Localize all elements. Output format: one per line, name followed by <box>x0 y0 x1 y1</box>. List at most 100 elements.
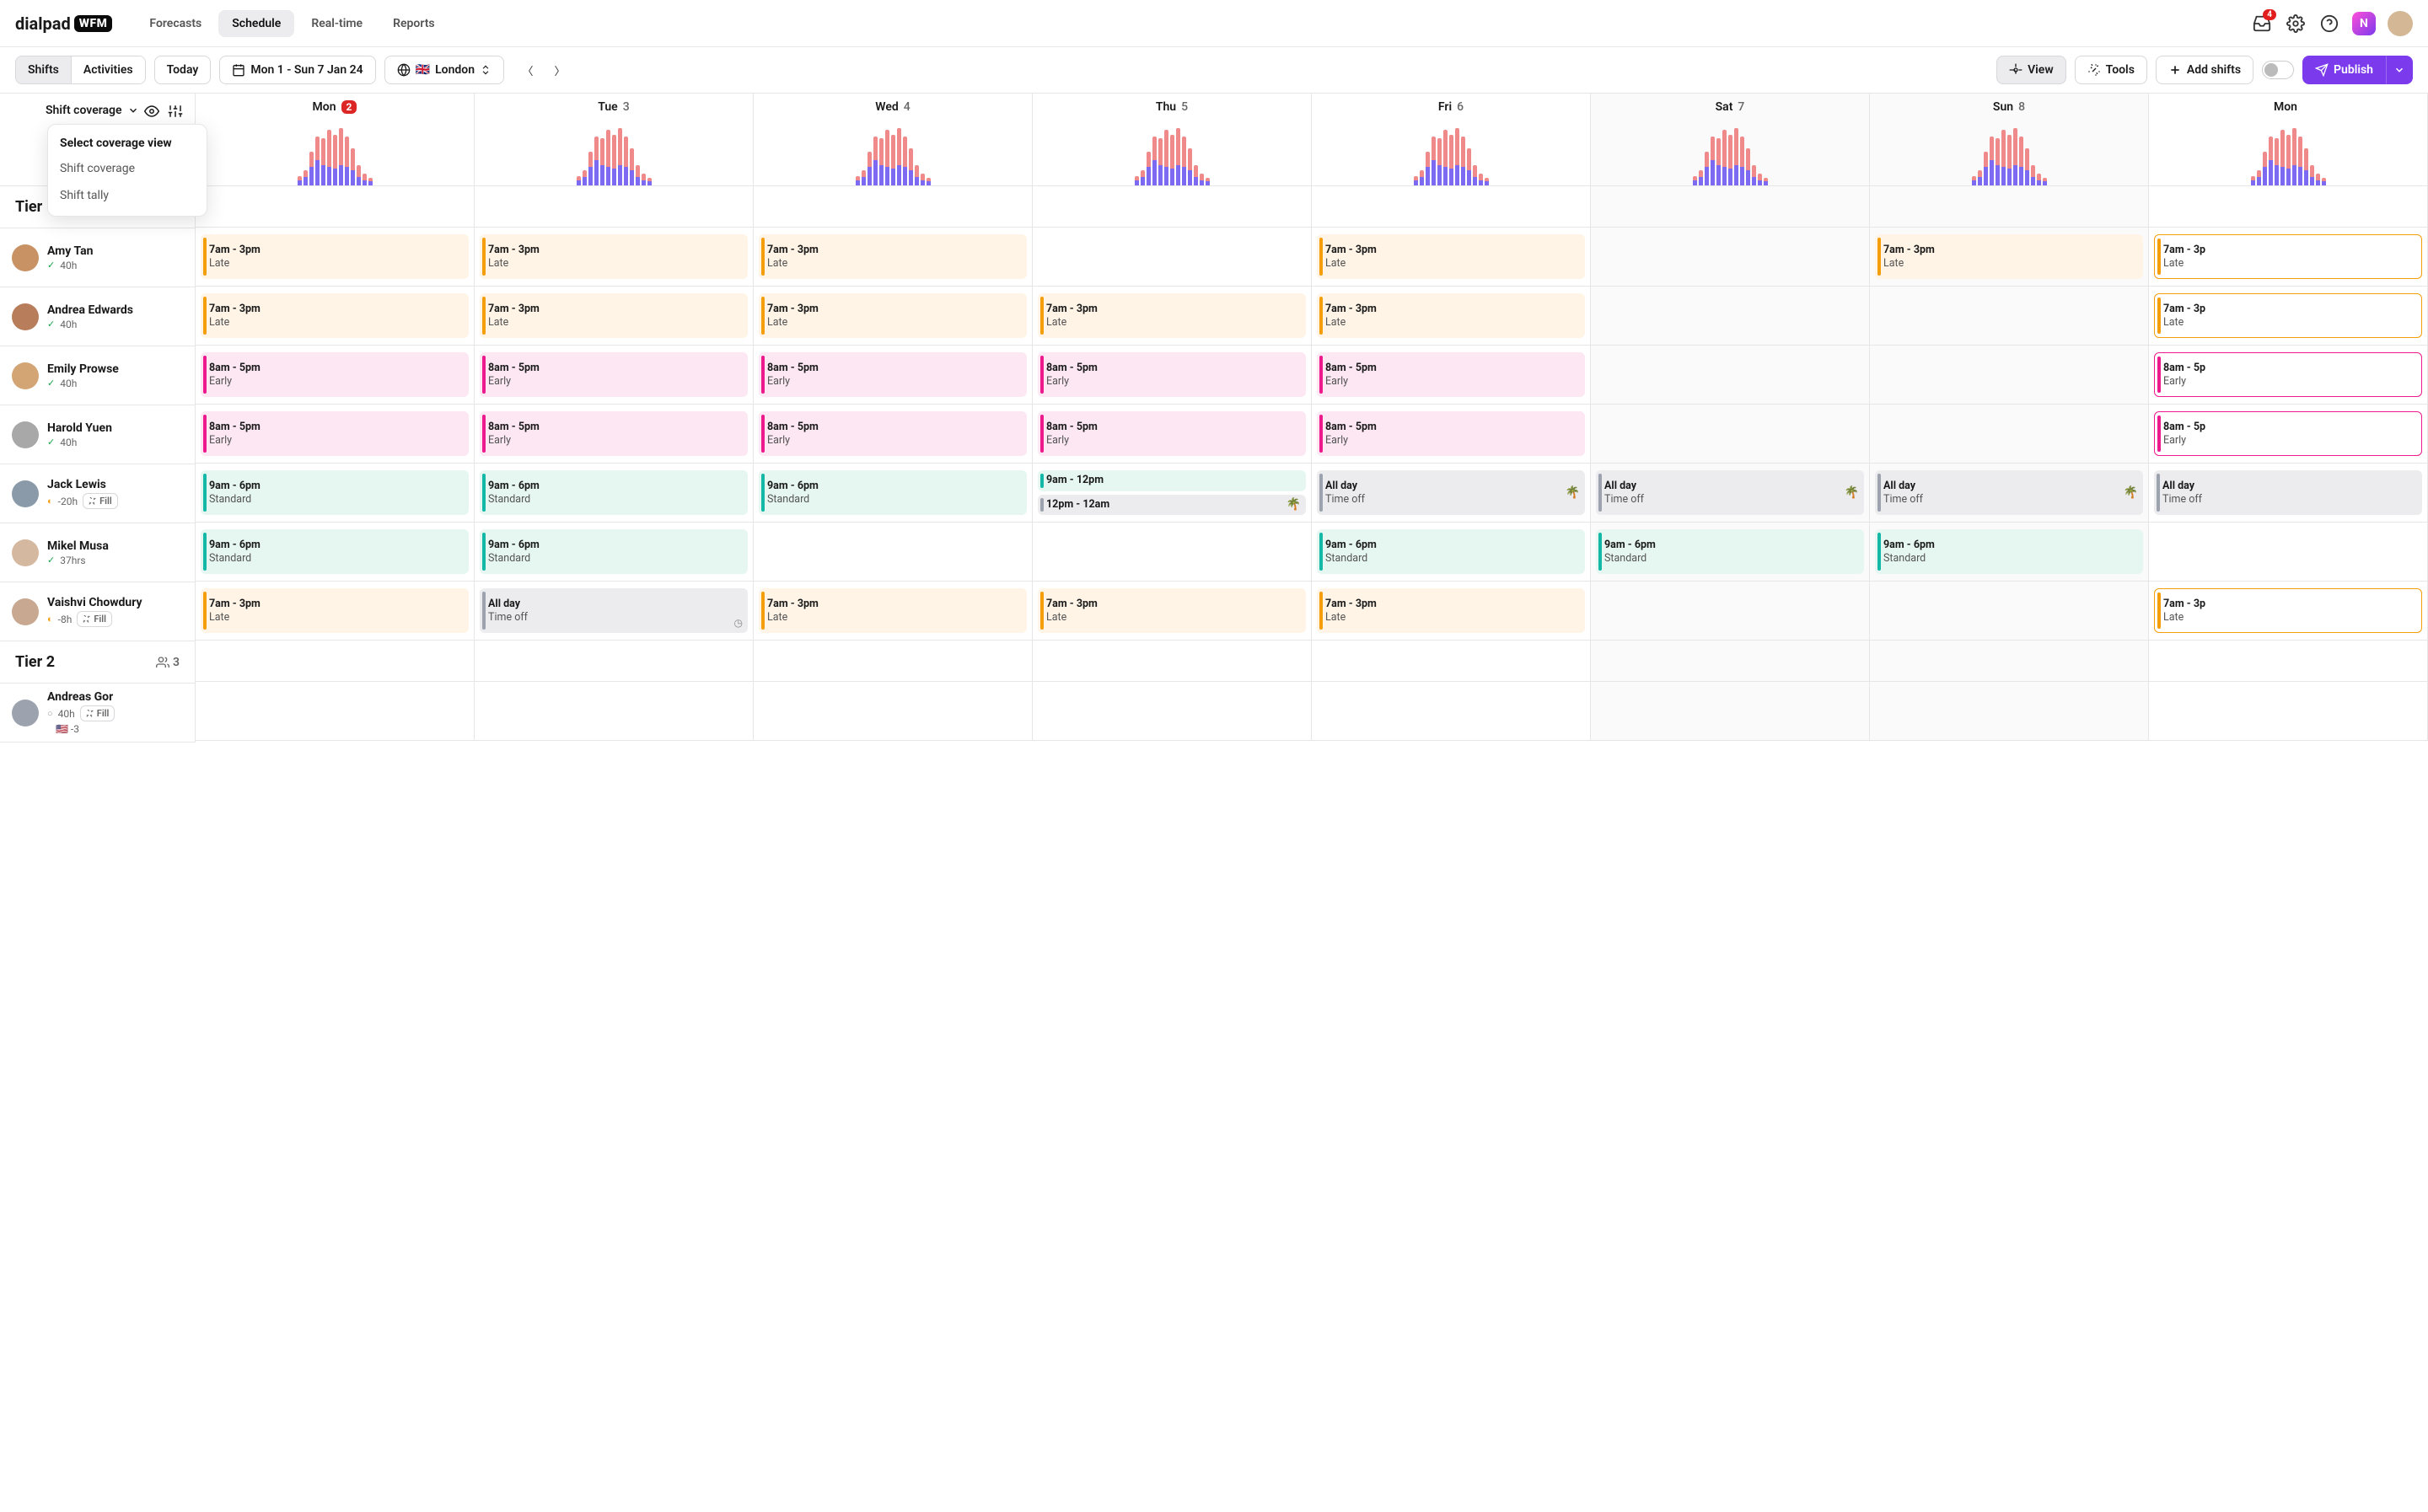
shift-block[interactable]: 7am - 3pmLate <box>1875 234 2143 279</box>
shift-block[interactable]: All dayTime off🌴 <box>1596 470 1864 515</box>
schedule-cell[interactable]: 9am - 6pmStandard <box>475 523 753 582</box>
schedule-cell[interactable]: 8am - 5pmEarly <box>1033 405 1311 464</box>
schedule-cell[interactable] <box>1870 582 2148 641</box>
schedule-cell[interactable]: 8am - 5pmEarly <box>475 405 753 464</box>
publish-dropdown[interactable] <box>2386 56 2413 84</box>
nav-tab-reports[interactable]: Reports <box>379 10 449 37</box>
tools-button[interactable]: Tools <box>2075 56 2147 84</box>
schedule-cell[interactable]: 8am - 5pmEarly <box>754 346 1032 405</box>
shift-block[interactable]: All dayTime off🌴 <box>1317 470 1585 515</box>
logo[interactable]: dialpad WFM <box>15 13 112 34</box>
agent-row[interactable]: Andreas Gor ○40hFill 🇺🇸 -3 <box>0 684 195 743</box>
add-shifts-button[interactable]: Add shifts <box>2156 56 2253 84</box>
shift-block[interactable]: 8am - 5pEarly <box>2154 352 2422 397</box>
inbox-icon[interactable]: 4 <box>2251 13 2273 35</box>
schedule-cell[interactable] <box>1591 228 1869 287</box>
schedule-cell[interactable]: 9am - 6pmStandard <box>196 523 474 582</box>
schedule-cell[interactable]: 7am - 3pmLate <box>1312 228 1590 287</box>
schedule-cell[interactable]: 7am - 3pmLate <box>475 287 753 346</box>
shift-block[interactable]: 7am - 3pmLate <box>201 293 469 338</box>
schedule-cell[interactable]: 9am - 6pmStandard <box>475 464 753 523</box>
shift-block[interactable]: 7am - 3pmLate <box>1317 588 1585 633</box>
schedule-cell[interactable]: 8am - 5pEarly <box>2149 346 2427 405</box>
shift-block[interactable]: 9am - 6pmStandard <box>201 529 469 574</box>
agent-row[interactable]: Harold Yuen ✓40h <box>0 405 195 464</box>
shift-block[interactable]: 8am - 5pmEarly <box>759 411 1027 456</box>
shift-block[interactable]: All dayTime off <box>2154 470 2422 515</box>
schedule-cell[interactable]: 7am - 3pLate <box>2149 228 2427 287</box>
schedule-cell[interactable] <box>1591 287 1869 346</box>
schedule-cell[interactable]: 8am - 5pmEarly <box>196 405 474 464</box>
shift-block[interactable]: 7am - 3pmLate <box>759 588 1027 633</box>
shift-block[interactable]: 9am - 6pmStandard <box>201 470 469 515</box>
schedule-cell[interactable]: All dayTime off <box>2149 464 2427 523</box>
toggle-switch[interactable] <box>2262 61 2294 79</box>
shift-block[interactable]: 7am - 3pmLate <box>1038 293 1306 338</box>
shift-block[interactable]: 7am - 3pmLate <box>480 293 748 338</box>
seg-activities[interactable]: Activities <box>71 56 145 83</box>
schedule-cell[interactable]: 8am - 5pmEarly <box>754 405 1032 464</box>
shift-block[interactable]: 8am - 5pmEarly <box>1038 411 1306 456</box>
schedule-cell[interactable]: 7am - 3pmLate <box>1870 228 2148 287</box>
shift-block[interactable]: 7am - 3pmLate <box>759 234 1027 279</box>
schedule-cell[interactable]: 8am - 5pmEarly <box>196 346 474 405</box>
shift-block[interactable]: 7am - 3pmLate <box>1317 234 1585 279</box>
shift-block[interactable]: 9am - 6pmStandard <box>759 470 1027 515</box>
schedule-cell[interactable] <box>1870 682 2148 741</box>
schedule-cell[interactable] <box>754 523 1032 582</box>
schedule-cell[interactable]: 7am - 3pmLate <box>1312 287 1590 346</box>
schedule-cell[interactable]: 7am - 3pmLate <box>196 582 474 641</box>
schedule-cell[interactable]: 8am - 5pEarly <box>2149 405 2427 464</box>
shift-block[interactable]: 8am - 5pmEarly <box>480 352 748 397</box>
nav-tab-forecasts[interactable]: Forecasts <box>136 10 215 37</box>
schedule-cell[interactable] <box>1033 523 1311 582</box>
view-button[interactable]: View <box>1996 56 2066 84</box>
agent-row[interactable]: Andrea Edwards ✓40h <box>0 287 195 346</box>
seg-shifts[interactable]: Shifts <box>16 56 71 83</box>
shift-block[interactable]: 8am - 5pmEarly <box>1038 352 1306 397</box>
schedule-cell[interactable]: 8am - 5pmEarly <box>475 346 753 405</box>
user-avatar[interactable] <box>2388 11 2413 36</box>
timezone-picker[interactable]: 🇬🇧 London <box>384 56 504 84</box>
schedule-cell[interactable]: 9am - 6pmStandard <box>1870 523 2148 582</box>
shift-block[interactable]: 9am - 12pm <box>1038 470 1306 491</box>
schedule-cell[interactable]: 9am - 6pmStandard <box>1312 523 1590 582</box>
help-icon[interactable] <box>2318 13 2340 35</box>
schedule-cell[interactable] <box>2149 682 2427 741</box>
schedule-cell[interactable] <box>754 682 1032 741</box>
schedule-cell[interactable]: 7am - 3pmLate <box>1033 287 1311 346</box>
shift-block[interactable]: 7am - 3pLate <box>2154 588 2422 633</box>
shift-block[interactable]: All dayTime off🌴 <box>1875 470 2143 515</box>
schedule-cell[interactable] <box>1033 682 1311 741</box>
next-week-button[interactable]: 〉 <box>551 62 568 78</box>
schedule-cell[interactable]: 9am - 6pmStandard <box>196 464 474 523</box>
ai-button[interactable]: N <box>2352 12 2376 35</box>
publish-button[interactable]: Publish <box>2302 56 2386 84</box>
shift-block[interactable]: 7am - 3pmLate <box>1317 293 1585 338</box>
schedule-cell[interactable]: All dayTime off🌴 <box>1312 464 1590 523</box>
schedule-cell[interactable]: 7am - 3pmLate <box>475 228 753 287</box>
schedule-cell[interactable] <box>1591 405 1869 464</box>
shift-block[interactable]: 7am - 3pmLate <box>480 234 748 279</box>
schedule-cell[interactable] <box>1591 682 1869 741</box>
schedule-cell[interactable]: All dayTime off◷ <box>475 582 753 641</box>
gear-icon[interactable] <box>2285 13 2307 35</box>
shift-block[interactable]: 7am - 3pmLate <box>1038 588 1306 633</box>
schedule-cell[interactable]: 7am - 3pmLate <box>754 287 1032 346</box>
shift-block[interactable]: 9am - 6pmStandard <box>1596 529 1864 574</box>
today-button[interactable]: Today <box>154 56 212 84</box>
schedule-cell[interactable] <box>1033 228 1311 287</box>
schedule-cell[interactable] <box>196 682 474 741</box>
schedule-cell[interactable] <box>1591 346 1869 405</box>
schedule-cell[interactable] <box>1870 287 2148 346</box>
schedule-cell[interactable] <box>2149 523 2427 582</box>
shift-block[interactable]: 8am - 5pmEarly <box>480 411 748 456</box>
schedule-cell[interactable] <box>1312 682 1590 741</box>
dropdown-item[interactable]: Shift coverage <box>48 155 207 182</box>
dropdown-item[interactable]: Shift tally <box>48 182 207 209</box>
shift-block[interactable]: 8am - 5pmEarly <box>1317 352 1585 397</box>
schedule-cell[interactable]: 7am - 3pLate <box>2149 287 2427 346</box>
agent-row[interactable]: Mikel Musa ✓37hrs <box>0 523 195 582</box>
schedule-cell[interactable]: 7am - 3pLate <box>2149 582 2427 641</box>
eye-icon[interactable] <box>144 104 159 122</box>
